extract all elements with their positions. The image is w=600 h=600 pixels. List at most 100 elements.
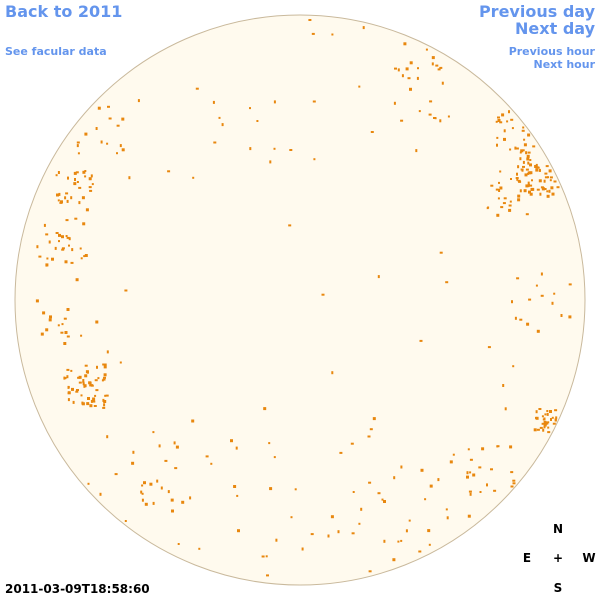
facula [290,516,293,519]
facula [63,317,67,320]
facula [377,275,380,279]
facula [237,529,240,533]
facula [510,118,514,121]
facula [70,196,73,200]
facula [536,428,540,431]
facula [508,110,510,114]
facular-link[interactable]: See facular data [5,45,107,58]
facula [515,147,519,150]
previous-day-link[interactable]: Previous day [478,2,595,21]
facula [503,197,507,200]
facula [263,407,267,411]
facula [495,120,498,123]
facula [103,373,107,377]
facula [106,435,109,439]
facula [327,534,330,538]
facula [268,442,271,445]
facula [497,116,500,119]
facula [518,180,522,183]
facula [541,415,544,418]
facula [511,300,513,304]
facula [535,410,538,414]
facula [544,172,548,175]
facula [510,178,512,180]
facula [60,200,63,204]
next-day-link[interactable]: Next day [515,19,595,38]
facula [230,439,233,443]
facula [428,113,432,116]
facula [76,144,79,148]
facula [550,186,554,190]
facula [521,169,524,172]
facula [116,152,118,155]
facula [466,471,469,475]
facula [351,532,355,535]
facula [466,475,469,479]
facula [102,363,105,366]
facula [397,540,400,543]
facula [540,272,543,276]
facula [433,117,436,119]
facula [78,201,81,205]
facula [510,471,514,474]
facula [119,144,122,148]
facula [415,149,418,153]
facula [551,192,555,196]
facula [381,498,384,501]
facula [539,192,542,196]
facula [213,141,217,144]
facula [541,187,545,191]
facula [420,468,424,472]
facula [124,289,128,292]
facula [522,160,525,164]
facula [499,121,503,124]
facula [273,147,276,150]
facula [400,539,403,542]
facula [76,389,79,391]
facula [519,157,522,161]
facula [65,235,68,237]
facula [568,283,572,286]
facula [61,235,64,239]
facula [97,377,100,380]
facula [65,219,69,222]
facula [40,332,44,336]
facula [58,192,61,196]
facula [526,322,530,326]
facula [189,496,192,500]
next-hour-link[interactable]: Next hour [533,58,596,71]
facula [548,169,552,173]
facula [275,538,278,542]
facula [531,187,535,191]
facula [141,484,144,487]
facula [521,129,525,132]
facula [472,473,476,477]
facula [517,165,520,169]
facula [103,363,107,366]
facula [516,172,518,176]
facula [97,106,101,110]
facula [543,179,546,183]
facula [80,394,83,397]
facula [63,342,67,345]
facula [370,131,374,133]
facula [67,398,70,402]
facula [106,350,109,354]
facula [431,62,434,66]
facula [87,397,90,400]
facula [212,100,215,104]
previous-hour-link[interactable]: Previous hour [508,45,595,58]
facula [449,460,453,464]
facula [77,152,80,155]
facula [531,179,533,182]
facula [393,101,396,105]
facula [82,379,85,382]
back-link[interactable]: Back to 2011 [5,2,123,21]
facula [544,176,548,179]
facula [90,174,93,178]
facula [84,132,88,136]
facula [519,151,522,154]
facula [427,529,431,533]
facula [73,171,77,175]
